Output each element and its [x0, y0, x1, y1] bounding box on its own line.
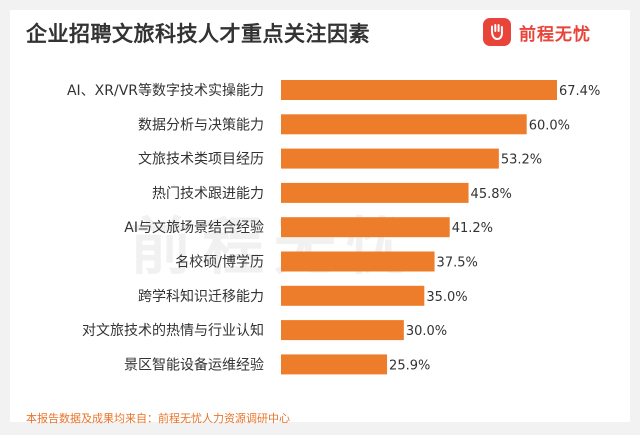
category-label: 文旅技术类项目经历 [138, 152, 264, 168]
category-label: 名校硕/博学历 [175, 254, 264, 271]
chart-title: 企业招聘文旅科技人才重点关注因素 [26, 22, 370, 46]
category-label: 跨学科知识迁移能力 [138, 288, 264, 305]
bar [281, 320, 404, 341]
source-footnote: 本报告数据及成果均来自：前程无忧人力资源调研中心 [26, 412, 290, 425]
value-label: 35.0% [426, 290, 467, 305]
value-label: 41.2% [452, 221, 493, 236]
bar [281, 80, 557, 100]
bar [281, 182, 469, 203]
value-label: 37.5% [437, 256, 478, 271]
brand-name: 前程无忧 [519, 24, 591, 45]
value-label: 25.9% [389, 358, 430, 373]
value-label: 30.0% [406, 324, 447, 339]
bar [281, 114, 527, 135]
category-label: 对文旅技术的热情与行业认知 [82, 322, 264, 339]
value-label: 67.4% [559, 84, 600, 99]
bar [281, 217, 450, 238]
value-label: 53.2% [501, 153, 542, 168]
bar [281, 251, 435, 272]
category-label: AI、XR/VR等数字技术实操能力 [67, 82, 264, 99]
value-label: 60.0% [529, 118, 570, 133]
category-label: AI与文旅场景结合经验 [124, 220, 264, 236]
bar [281, 354, 388, 375]
hand-logo-icon [483, 18, 511, 46]
bar [281, 148, 499, 169]
category-label: 数据分析与决策能力 [138, 116, 264, 133]
chart-card [10, 10, 630, 422]
value-label: 45.8% [471, 187, 512, 202]
bar [281, 285, 425, 306]
brand: 前程无忧 [483, 16, 591, 48]
category-label: 热门技术跟进能力 [152, 186, 264, 202]
category-label: 景区智能设备运维经验 [124, 356, 264, 373]
